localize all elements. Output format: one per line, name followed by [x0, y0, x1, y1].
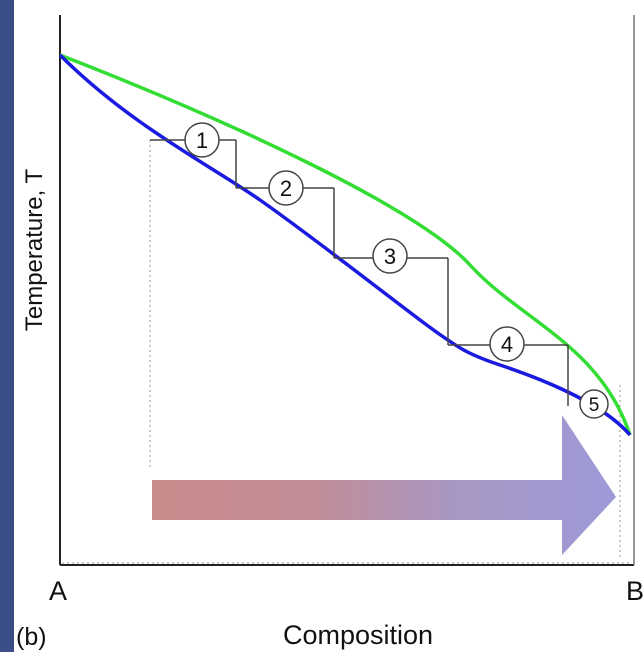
step-1-label: 1: [196, 128, 208, 153]
step-marker-4: 4: [489, 326, 525, 362]
x-axis-label: Composition: [283, 620, 433, 650]
y-axis-label: Temperature, T: [21, 169, 48, 332]
step-marker-1: 1: [184, 122, 220, 158]
component-b-label: B: [626, 576, 644, 606]
liquidus-curve: [59, 53, 632, 436]
background-strip: [0, 0, 14, 652]
step-2-label: 2: [280, 176, 292, 201]
step-marker-2: 2: [268, 170, 304, 206]
step-4-label: 4: [501, 332, 513, 357]
step-marker-5: 5: [579, 389, 609, 419]
diagram-panel: [14, 0, 644, 652]
composition-arrow: [152, 415, 616, 555]
panel-label: (b): [16, 623, 47, 651]
step-marker-3: 3: [372, 238, 408, 274]
step-5-label: 5: [589, 395, 600, 416]
component-a-label: A: [49, 576, 67, 606]
solidus-curve: [58, 53, 632, 437]
step-3-label: 3: [384, 244, 396, 269]
